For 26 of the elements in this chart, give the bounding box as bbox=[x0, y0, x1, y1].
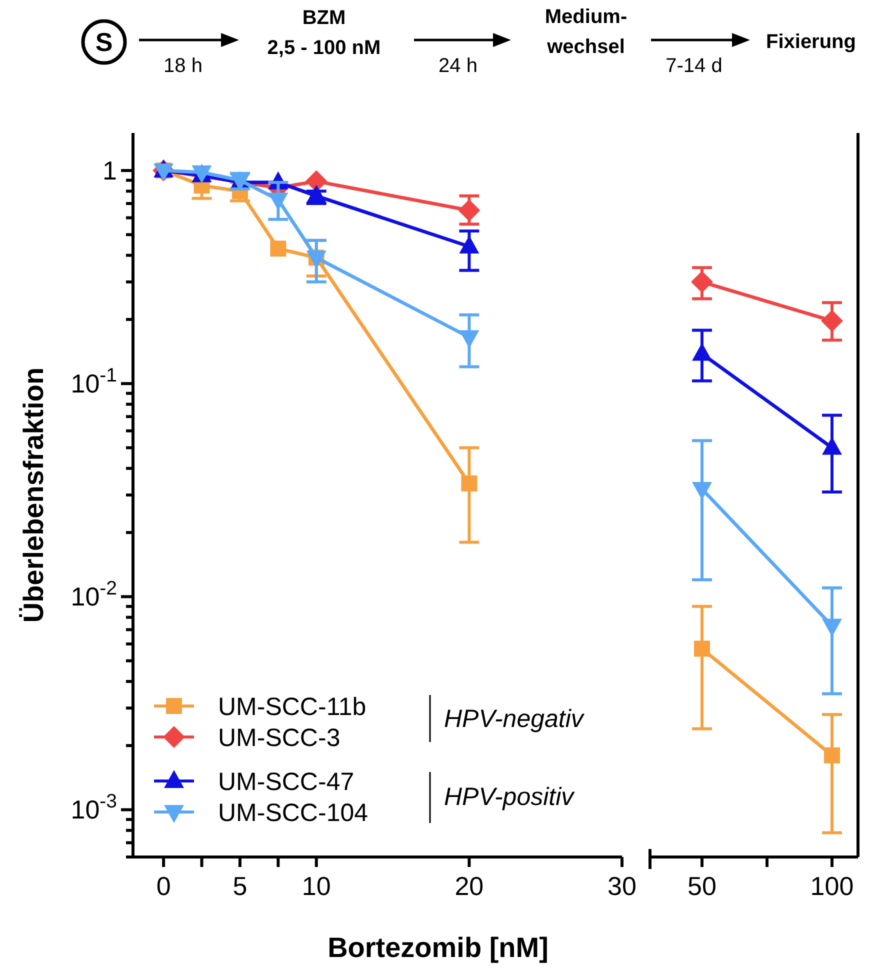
x-tick-label: 20 bbox=[454, 871, 484, 901]
legend-label: UM-SCC-11b bbox=[218, 693, 366, 721]
annotation: HPV-negativ bbox=[444, 705, 585, 733]
legend-label: UM-SCC-3 bbox=[218, 724, 340, 752]
text: Fixierung bbox=[766, 31, 856, 53]
x-tick-label: 0 bbox=[156, 871, 171, 901]
annotation: HPV-positiv bbox=[444, 783, 576, 811]
x-tick-label: 50 bbox=[688, 871, 716, 901]
text: Medium- wechsel bbox=[544, 6, 628, 58]
x-tick-label: 100 bbox=[810, 871, 854, 901]
legend-label: UM-SCC-104 bbox=[218, 799, 368, 827]
text: 24 h bbox=[438, 55, 478, 77]
y-axis-title: Überlebensfraktion bbox=[18, 367, 49, 623]
text: BZM 2,5 - 100 nM bbox=[267, 7, 381, 59]
text: 7-14 d bbox=[666, 55, 722, 77]
x-tick-label: 10 bbox=[302, 871, 331, 901]
text: 18 h bbox=[164, 55, 202, 77]
y-tick-label: 1 bbox=[102, 156, 117, 186]
y-tick-label: 10$^{-2}$ bbox=[70, 578, 117, 612]
legend-label: UM-SCC-47 bbox=[218, 768, 354, 796]
x-tick-label: 5 bbox=[232, 871, 248, 901]
y-tick-label: 10$^{-1}$ bbox=[70, 364, 117, 399]
x-tick-label: 30 bbox=[608, 871, 636, 901]
y-tick-label: 10$^{-3}$ bbox=[70, 790, 117, 825]
text: S bbox=[95, 27, 113, 57]
x-axis-title: Bortezomib [nM] bbox=[328, 932, 548, 963]
